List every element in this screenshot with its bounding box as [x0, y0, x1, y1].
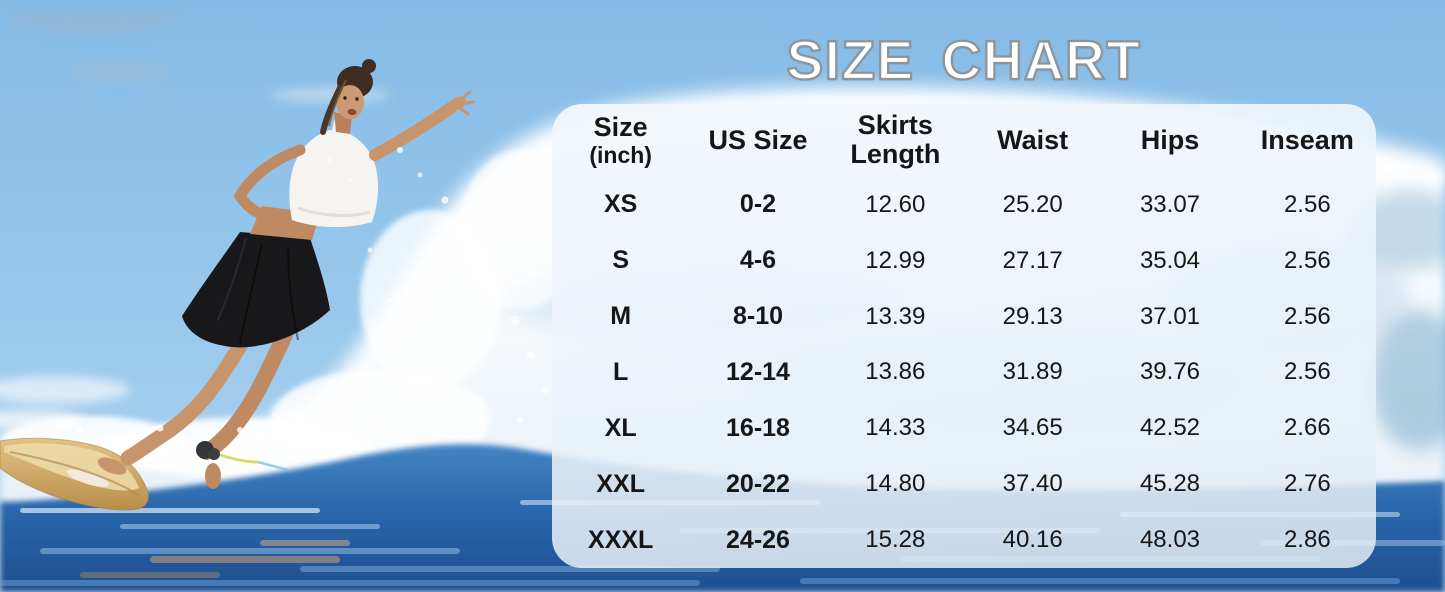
surfer-extended-arm: [369, 101, 458, 161]
cell-waist: 25.20: [1002, 190, 1063, 218]
cell-us-size: 24-26: [726, 525, 790, 554]
cell-size: M: [610, 302, 632, 331]
header-label: Inseam: [1260, 124, 1354, 155]
cell-inseam: 2.56: [1283, 190, 1331, 218]
surfer-face: [336, 85, 364, 119]
header-label: Hips: [1140, 124, 1200, 155]
col-header-skirts-length: Skirts Length: [827, 111, 964, 169]
cell-skirts-length: 14.33: [865, 414, 926, 442]
cell-skirts-length: 13.39: [865, 302, 926, 330]
cell-size: XXXL: [588, 525, 654, 554]
header-label: Waist: [997, 124, 1069, 155]
page-title: SIZE CHART: [785, 28, 1142, 92]
surfer-front-leg: [120, 322, 258, 466]
cell-size: XS: [603, 190, 638, 219]
table-row-s: S 4-6 12.99 27.17 35.04 2.56: [552, 233, 1376, 289]
surfer-bent-arm: [233, 144, 306, 222]
col-header-waist: Waist: [964, 124, 1101, 155]
table-row-xxl: XXL 20-22 14.80 37.40 45.28 2.76: [552, 456, 1376, 512]
header-label: Size: [593, 111, 648, 142]
cell-waist: 40.16: [1002, 526, 1063, 554]
cell-inseam: 2.86: [1283, 526, 1331, 554]
cell-size: XL: [604, 413, 637, 442]
cell-inseam: 2.66: [1283, 414, 1331, 442]
cell-size: XXL: [596, 469, 645, 498]
cell-waist: 27.17: [1002, 246, 1063, 274]
header-label: Skirts: [857, 110, 933, 141]
cell-hips: 33.07: [1139, 190, 1201, 218]
cell-inseam: 2.56: [1283, 246, 1331, 274]
table-row-xxxl: XXXL 24-26 15.28 40.16 48.03 2.86: [552, 512, 1376, 568]
cell-us-size: 8-10: [732, 302, 784, 331]
cell-us-size: 0-2: [739, 190, 777, 219]
cell-hips: 35.04: [1139, 246, 1201, 274]
cell-us-size: 16-18: [726, 413, 790, 442]
header-label: US Size: [708, 124, 808, 155]
cell-waist: 37.40: [1002, 470, 1063, 498]
cell-waist: 29.13: [1002, 302, 1063, 330]
cell-skirts-length: 15.28: [865, 526, 926, 554]
cell-hips: 48.03: [1139, 526, 1201, 554]
col-header-size: Size (inch): [552, 111, 689, 168]
col-header-hips: Hips: [1101, 124, 1238, 155]
table-row-l: L 12-14 13.86 31.89 39.76 2.56: [552, 344, 1376, 400]
surfer: [97, 59, 475, 489]
table-header-row: Size (inch) US Size Skirts Length Waist …: [552, 104, 1376, 177]
col-header-inseam: Inseam: [1239, 124, 1376, 155]
table-row-m: M 8-10 13.39 29.13 37.01 2.56: [552, 289, 1376, 345]
cell-skirts-length: 12.99: [865, 246, 926, 274]
cell-waist: 31.89: [1002, 358, 1063, 386]
cell-inseam: 2.56: [1283, 302, 1331, 330]
spray-droplets: [77, 147, 549, 443]
cell-us-size: 20-22: [726, 469, 790, 498]
cell-hips: 37.01: [1139, 302, 1201, 330]
col-header-us-size: US Size: [689, 124, 826, 155]
surfboard: [0, 437, 149, 511]
table-row-xs: XS 0-2 12.60 25.20 33.07 2.56: [552, 177, 1376, 233]
header-sublabel: Length: [850, 139, 941, 170]
cell-hips: 45.28: [1139, 470, 1201, 498]
surfer-mouth: [347, 108, 357, 116]
surfer-front-foot: [97, 457, 127, 475]
cell-size: L: [613, 357, 629, 386]
cell-hips: 39.76: [1139, 358, 1201, 386]
cell-skirts-length: 13.86: [865, 358, 926, 386]
size-chart-panel: Size (inch) US Size Skirts Length Waist …: [552, 104, 1376, 568]
cell-hips: 42.52: [1139, 414, 1201, 442]
cell-skirts-length: 12.60: [865, 190, 926, 218]
cell-inseam: 2.56: [1283, 358, 1331, 386]
header-sublabel: (inch): [589, 141, 652, 168]
table-row-xl: XL 16-18 14.33 34.65 42.52 2.66: [552, 400, 1376, 456]
cell-inseam: 2.76: [1283, 470, 1331, 498]
cell-us-size: 4-6: [739, 246, 777, 275]
cell-us-size: 12-14: [726, 357, 790, 386]
surfer-back-foot: [205, 463, 221, 489]
cell-skirts-length: 14.80: [865, 470, 926, 498]
cell-waist: 34.65: [1002, 414, 1063, 442]
cell-size: S: [612, 246, 629, 275]
white-top: [289, 130, 379, 228]
